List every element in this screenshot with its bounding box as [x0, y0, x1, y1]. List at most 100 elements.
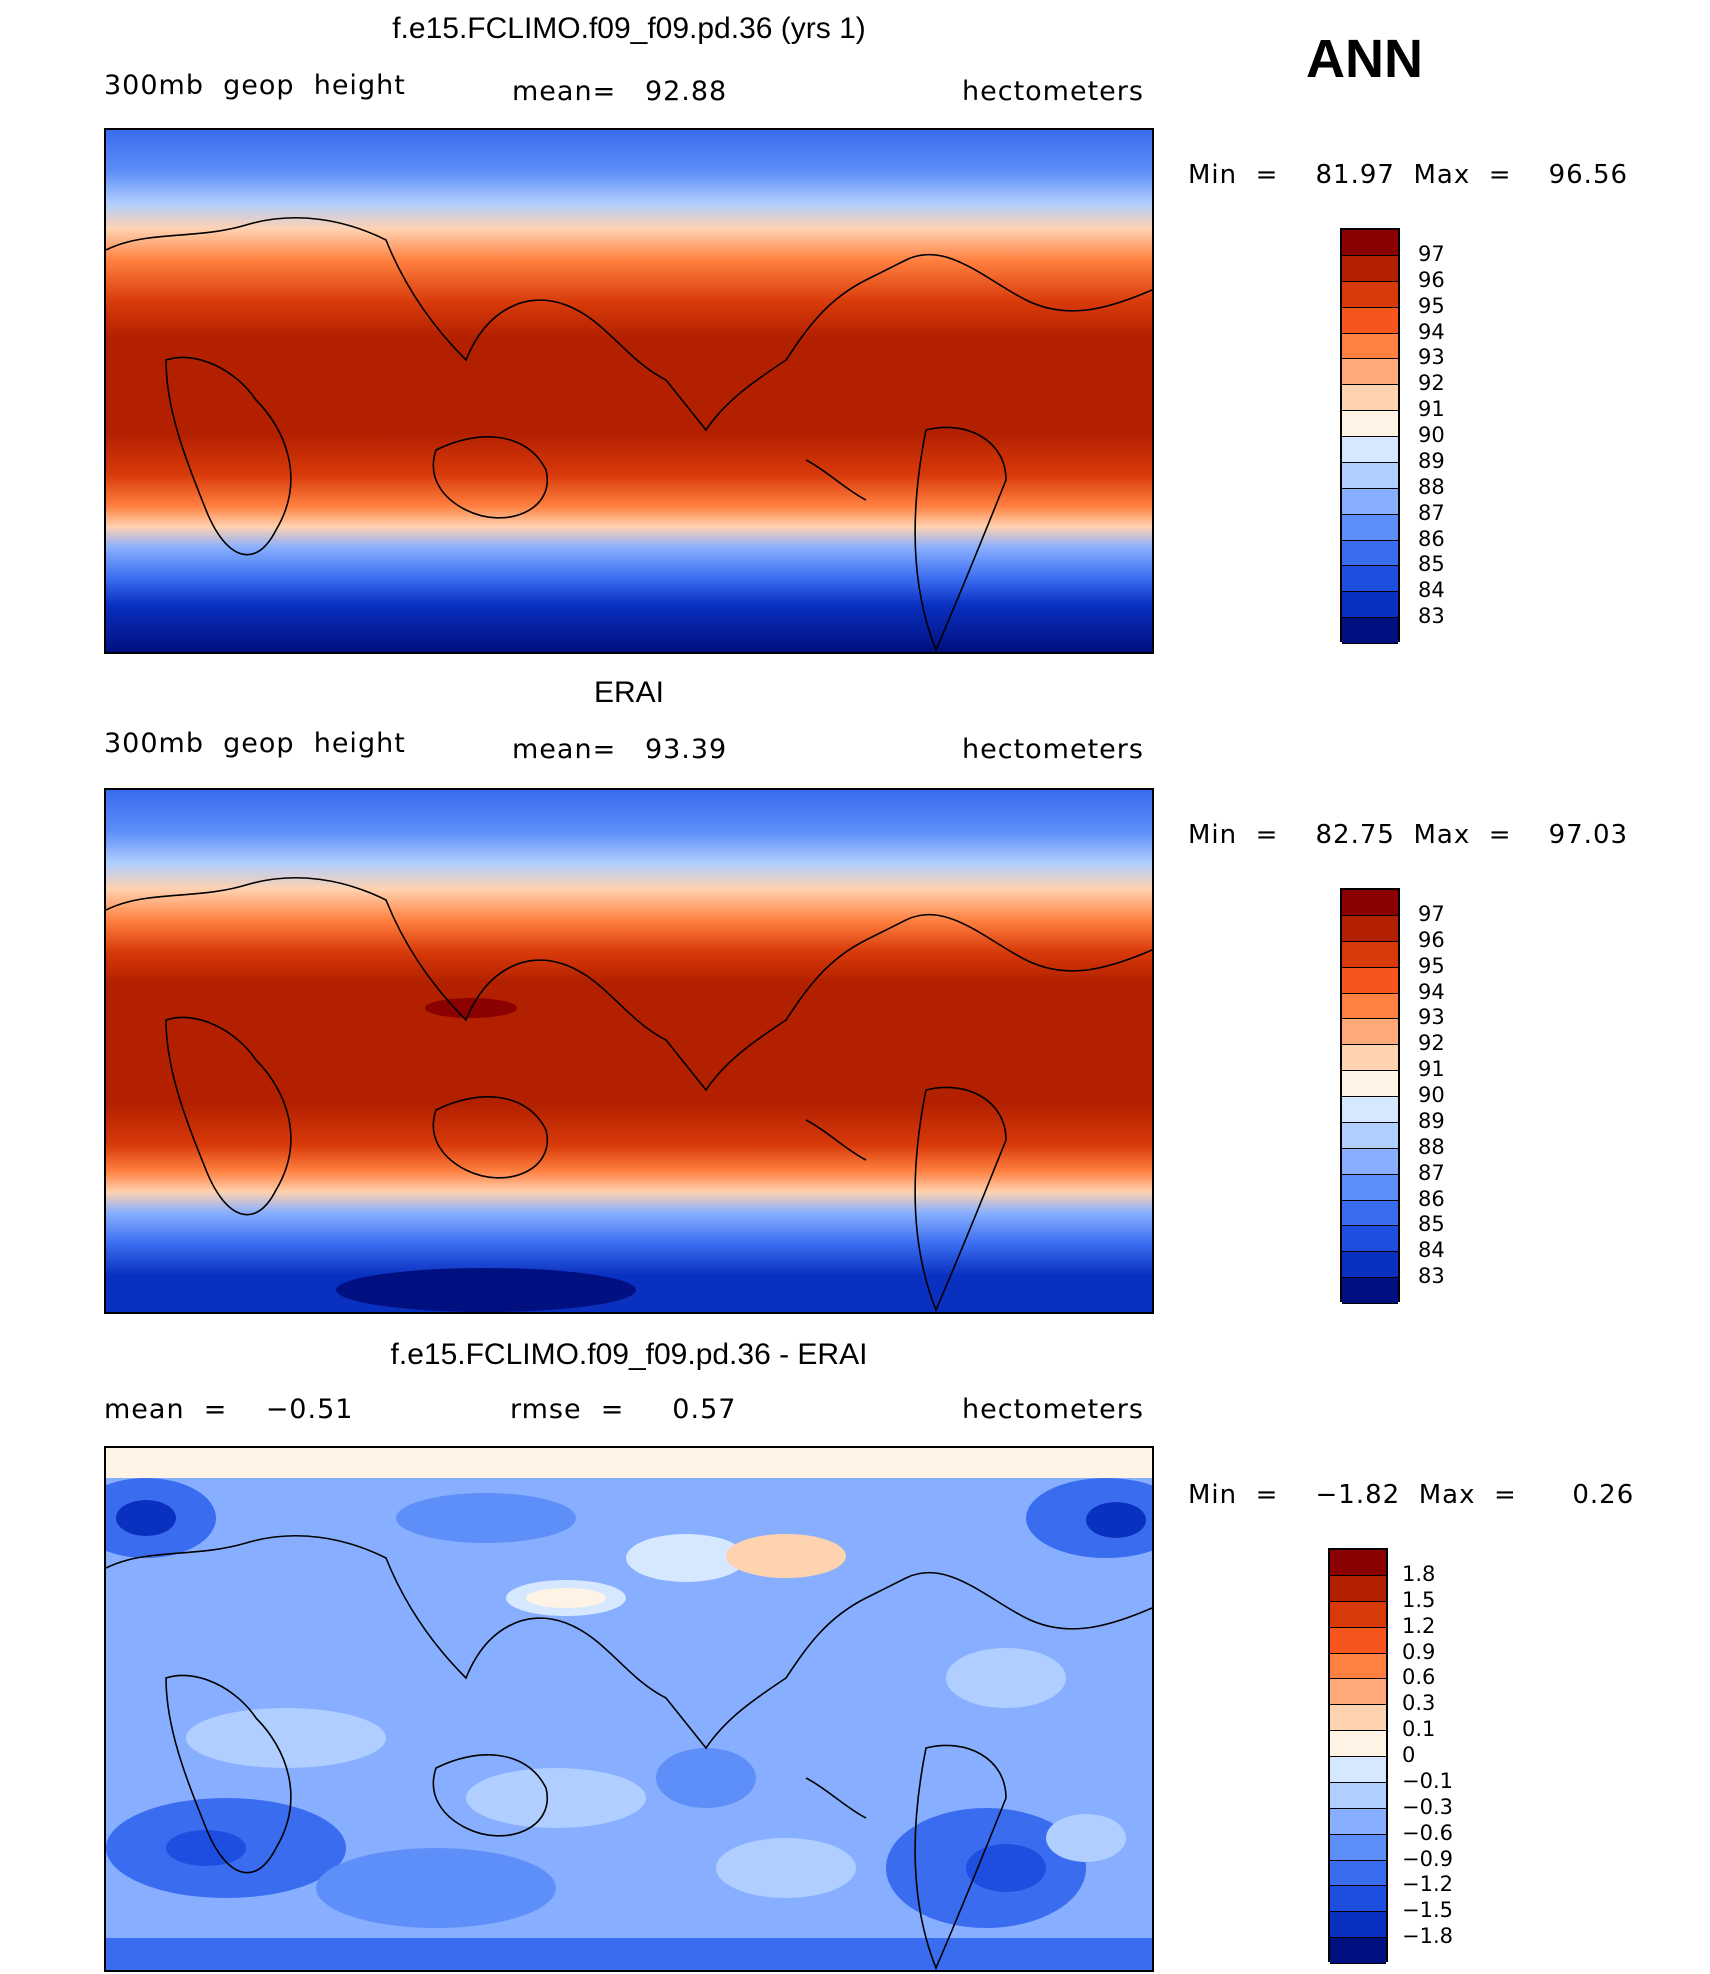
panel-2-map — [104, 788, 1154, 1314]
panel-2-variable-label: 300mb geop height — [104, 728, 406, 759]
panel-2-coastlines — [106, 877, 1152, 1312]
colorbar-tick-label: 0.3 — [1402, 1691, 1436, 1716]
colorbar-tick-label: 95 — [1418, 293, 1445, 318]
colorbar-swatch — [1342, 1174, 1398, 1201]
colorbar-tick-label: −1.2 — [1402, 1872, 1453, 1897]
colorbar-swatch — [1342, 385, 1398, 412]
colorbar-swatch — [1342, 255, 1398, 282]
colorbar-tick-label: 93 — [1418, 1005, 1445, 1030]
colorbar-tick-label: 93 — [1418, 345, 1445, 370]
panel-1-colorbar — [1340, 228, 1400, 644]
colorbar-swatch — [1330, 1808, 1386, 1835]
colorbar-tick-label: −0.1 — [1402, 1768, 1453, 1793]
colorbar-swatch — [1330, 1860, 1386, 1887]
colorbar-swatch — [1330, 1601, 1386, 1628]
colorbar-tick-label: 88 — [1418, 474, 1445, 499]
colorbar-tick-label: 92 — [1418, 1031, 1445, 1056]
colorbar-swatch — [1342, 514, 1398, 541]
panel-3-colorbar — [1328, 1548, 1388, 1964]
colorbar-swatch — [1330, 1653, 1386, 1680]
colorbar-tick-label: −1.5 — [1402, 1898, 1453, 1923]
colorbar-swatch — [1330, 1834, 1386, 1861]
colorbar-tick-label: 0.1 — [1402, 1717, 1436, 1742]
colorbar-swatch — [1342, 1278, 1398, 1304]
colorbar-swatch — [1342, 941, 1398, 968]
colorbar-swatch — [1342, 1122, 1398, 1149]
colorbar-tick-label: 92 — [1418, 371, 1445, 396]
panel-2-minmax: Min = 82.75 Max = 97.03 — [1188, 820, 1629, 850]
colorbar-tick-label: −0.3 — [1402, 1794, 1453, 1819]
season-label: ANN — [1306, 29, 1423, 89]
colorbar-swatch — [1330, 1886, 1386, 1913]
colorbar-swatch — [1342, 1148, 1398, 1175]
colorbar-swatch — [1342, 411, 1398, 437]
colorbar-swatch — [1342, 307, 1398, 334]
colorbar-tick-label: 96 — [1418, 927, 1445, 952]
colorbar-tick-label: 90 — [1418, 423, 1445, 447]
panel-2-colorbar-labels: 97 96 95 94 93 92 91 90 89 88 87 86 85 84 83 — [1418, 888, 1498, 1302]
colorbar-tick-label: 1.5 — [1402, 1587, 1436, 1612]
colorbar-tick-label: 83 — [1418, 604, 1445, 629]
colorbar-tick-label: −1.8 — [1402, 1924, 1453, 1949]
colorbar-swatch — [1330, 1731, 1386, 1757]
colorbar-tick-label: −0.6 — [1402, 1820, 1453, 1845]
colorbar-swatch — [1342, 1071, 1398, 1097]
colorbar-swatch — [1342, 993, 1398, 1020]
colorbar-swatch — [1330, 1912, 1386, 1939]
colorbar-swatch — [1342, 566, 1398, 593]
colorbar-tick-label: 91 — [1418, 1057, 1445, 1082]
colorbar-tick-label: 0.6 — [1402, 1665, 1436, 1690]
panel-1-field — [106, 130, 1152, 652]
colorbar-tick-label: 91 — [1418, 397, 1445, 422]
colorbar-tick-label: 97 — [1418, 241, 1445, 266]
colorbar-tick-label: 90 — [1418, 1083, 1445, 1107]
colorbar-swatch — [1342, 437, 1398, 463]
colorbar-swatch — [1342, 230, 1398, 256]
panel-1-minmax: Min = 81.97 Max = 96.56 — [1188, 160, 1629, 190]
colorbar-swatch — [1342, 1200, 1398, 1227]
colorbar-tick-label: 95 — [1418, 953, 1445, 978]
colorbar-tick-label: 85 — [1418, 1212, 1445, 1237]
panel-3-coastlines — [106, 1535, 1152, 1970]
panel-3-units-label: hectometers — [962, 1394, 1144, 1425]
colorbar-tick-label: 88 — [1418, 1134, 1445, 1159]
colorbar-tick-label: 87 — [1418, 1160, 1445, 1185]
panel-2-colorbar — [1340, 888, 1400, 1304]
panel-3-mean-label: mean = −0.51 — [104, 1394, 354, 1425]
colorbar-tick-label: 0.9 — [1402, 1639, 1436, 1664]
panel-3-title: f.e15.FCLIMO.f09_f09.pd.36 - ERAI — [390, 1338, 868, 1371]
panel-3-colorbar-labels: 1.8 1.5 1.2 0.9 0.6 0.3 0.1 0 −0.1 −0.3 −0.6 −0.9 −1… — [1402, 1548, 1492, 1962]
panel-2-title: ERAI — [593, 676, 665, 709]
colorbar-tick-label: 83 — [1418, 1264, 1445, 1289]
colorbar-tick-label: 86 — [1418, 526, 1445, 551]
panel-2-mean-label: mean= 93.39 — [512, 734, 728, 765]
panel-3-rmse-label: rmse = 0.57 — [510, 1394, 737, 1425]
colorbar-swatch — [1342, 333, 1398, 360]
colorbar-swatch — [1330, 1782, 1386, 1809]
colorbar-swatch — [1342, 281, 1398, 308]
colorbar-swatch — [1342, 1019, 1398, 1046]
panel-2-units-label: hectometers — [962, 734, 1144, 765]
colorbar-tick-label: 89 — [1418, 1108, 1445, 1133]
colorbar-tick-label: 86 — [1418, 1186, 1445, 1211]
colorbar-swatch — [1342, 618, 1398, 644]
panel-1-map — [104, 128, 1154, 654]
panel-1-colorbar-labels: 97 96 95 94 93 92 91 90 89 88 87 86 85 84 83 — [1418, 228, 1498, 642]
colorbar-swatch — [1342, 540, 1398, 567]
panel-1-coastlines — [106, 217, 1152, 652]
colorbar-swatch — [1342, 890, 1398, 916]
colorbar-swatch — [1342, 592, 1398, 619]
colorbar-tick-label: 1.2 — [1402, 1613, 1436, 1638]
panel-2-field — [106, 790, 1152, 1312]
colorbar-swatch — [1342, 1226, 1398, 1253]
colorbar-tick-label: 84 — [1418, 578, 1445, 603]
colorbar-swatch — [1342, 462, 1398, 489]
colorbar-swatch — [1342, 359, 1398, 386]
colorbar-tick-label: 85 — [1418, 552, 1445, 577]
panel-1-title: f.e15.FCLIMO.f09_f09.pd.36 (yrs 1) — [392, 12, 866, 45]
colorbar-swatch — [1330, 1679, 1386, 1706]
colorbar-swatch — [1330, 1550, 1386, 1576]
colorbar-tick-label: 1.8 — [1402, 1561, 1436, 1586]
panel-1-units-label: hectometers — [962, 76, 1144, 107]
colorbar-swatch — [1342, 1097, 1398, 1123]
